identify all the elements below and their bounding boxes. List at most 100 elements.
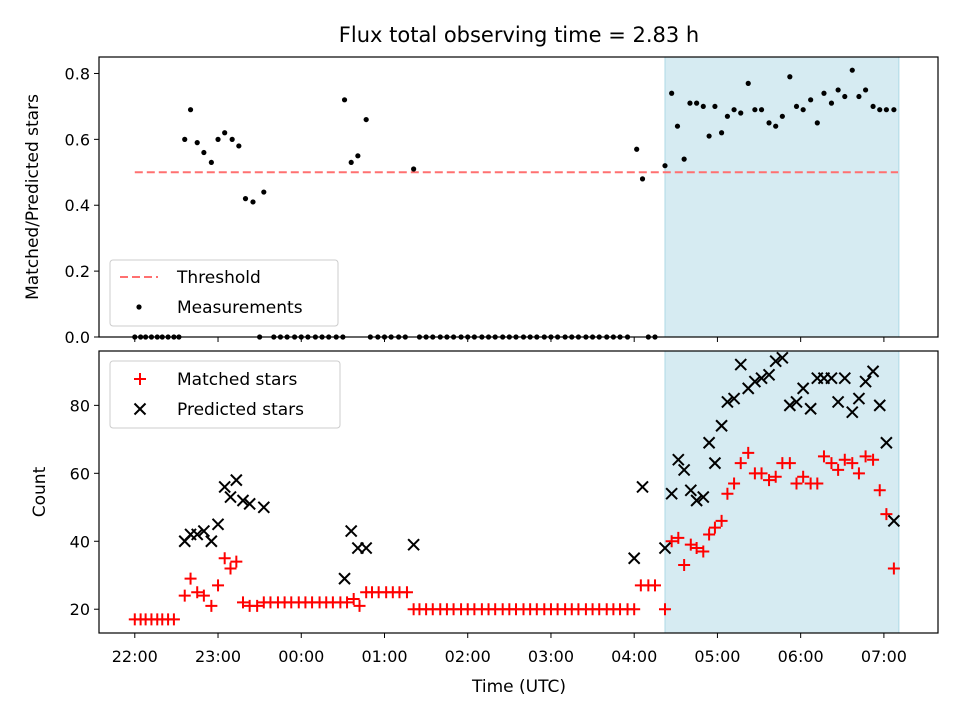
legend-label-measurements: Measurements <box>177 298 303 318</box>
predicted-star-point <box>762 368 776 381</box>
x-tick-label: 06:00 <box>778 647 824 666</box>
measurement-point <box>348 159 354 166</box>
predicted-star-point <box>734 358 747 371</box>
matched-star-point <box>218 552 231 565</box>
y-tick-label: 80 <box>70 396 90 415</box>
predicted-star-point <box>866 365 880 378</box>
predicted-star-point <box>224 490 237 504</box>
measurement-point <box>712 103 718 110</box>
predicted-star-point <box>684 484 698 497</box>
matched-star-point <box>811 477 824 490</box>
predicted-star-point <box>197 524 211 538</box>
y-tick-label: 0.8 <box>65 64 90 83</box>
measurement-point <box>766 120 772 126</box>
matched-star-point <box>832 463 845 476</box>
measurement-point <box>883 107 889 113</box>
matched-star-point <box>728 477 741 490</box>
predicted-star-point <box>697 490 710 504</box>
measurement-point <box>731 107 737 113</box>
x-tick-label: 02:00 <box>445 647 491 666</box>
legend-box <box>109 259 339 327</box>
measurement-point <box>752 107 758 113</box>
matched-star-point <box>224 562 237 575</box>
measurement-point <box>194 140 200 146</box>
axes-frame <box>98 350 939 634</box>
x-tick-label: 04:00 <box>611 647 657 666</box>
y-tick-label: 0.0 <box>65 328 90 347</box>
measurement-point <box>773 123 779 129</box>
predicted-star-point <box>776 351 789 365</box>
matched-star-point <box>880 508 893 521</box>
measurement-point <box>242 196 249 202</box>
measurement-point <box>842 93 848 100</box>
measurement-point <box>634 146 640 152</box>
x-tick-label: 05:00 <box>694 647 740 666</box>
measurement-point <box>758 107 765 113</box>
matched-star-point <box>708 521 721 534</box>
measurement-point <box>215 136 221 142</box>
matched-star-point <box>867 453 880 466</box>
matched-star-point <box>649 579 662 592</box>
legend-box <box>109 360 341 429</box>
measurement-point <box>779 113 785 119</box>
predicted-star-point <box>783 399 797 412</box>
measurement-point <box>229 136 235 142</box>
measurement-point <box>187 107 194 113</box>
measurement-point <box>849 67 855 73</box>
predicted-star-point <box>852 392 866 405</box>
ratio-panel: 0.0 0.2 0.4 0.6 0.8 Matched/Predicted stars Th… <box>23 56 939 347</box>
predicted-star-point <box>407 538 420 551</box>
predicted-star-point <box>715 419 728 432</box>
matched-star-point <box>191 586 204 599</box>
matched-star-point <box>703 528 716 541</box>
measurement-point <box>201 149 207 156</box>
measurement-point <box>681 156 687 162</box>
predicted-star-point <box>873 399 886 412</box>
matched-star-point <box>690 542 703 555</box>
y-tick-label: 40 <box>70 532 90 551</box>
matched-star-point <box>400 586 413 599</box>
measurement-point <box>877 107 883 113</box>
predicted-star-point <box>257 501 271 514</box>
matched-star-point <box>205 599 218 612</box>
matched-star-point <box>341 596 354 609</box>
predicted-star-point <box>796 382 810 395</box>
count-panel: 20 40 60 80 22:00 23:00 00:00 01:00 02:00 03:00 04… <box>30 350 939 666</box>
matched-star-point <box>347 593 360 606</box>
matched-star-point <box>769 470 782 483</box>
matched-star-point <box>230 555 243 568</box>
matched-star-point <box>672 531 685 544</box>
measurement-point <box>706 133 712 139</box>
measurement-point <box>694 100 700 106</box>
predicted-star-point <box>804 402 817 415</box>
y-tick-label: 60 <box>70 464 90 483</box>
matched-star-point <box>251 599 264 612</box>
predicted-star-point <box>218 480 231 494</box>
measurement-point <box>669 90 675 96</box>
matched-star-point <box>658 603 671 616</box>
matched-star-point <box>797 470 810 483</box>
predicted-star-point <box>755 371 768 385</box>
measurement-point <box>355 153 361 159</box>
measurement-point <box>793 103 800 110</box>
predicted-star-point <box>838 371 851 385</box>
predicted-star-point <box>230 473 243 487</box>
matched-star-point <box>178 589 191 602</box>
matched-star-point <box>859 450 872 463</box>
matched-star-point <box>790 477 803 490</box>
matched-star-point <box>783 457 796 470</box>
matched-star-point <box>763 474 776 487</box>
matched-star-point <box>838 453 851 466</box>
measurement-point <box>687 100 693 106</box>
x-tick-label: 22:00 <box>112 647 158 666</box>
x-tick-label: 23:00 <box>195 647 241 666</box>
measurement-point <box>639 176 646 182</box>
matched-star-point <box>852 467 865 480</box>
predicted-star-point <box>727 392 741 405</box>
predicted-star-point <box>880 436 893 449</box>
measurement-point <box>222 130 228 136</box>
x-tick-label: 01:00 <box>361 647 407 666</box>
matched-star-point <box>873 484 886 497</box>
matched-star-point <box>755 467 768 480</box>
